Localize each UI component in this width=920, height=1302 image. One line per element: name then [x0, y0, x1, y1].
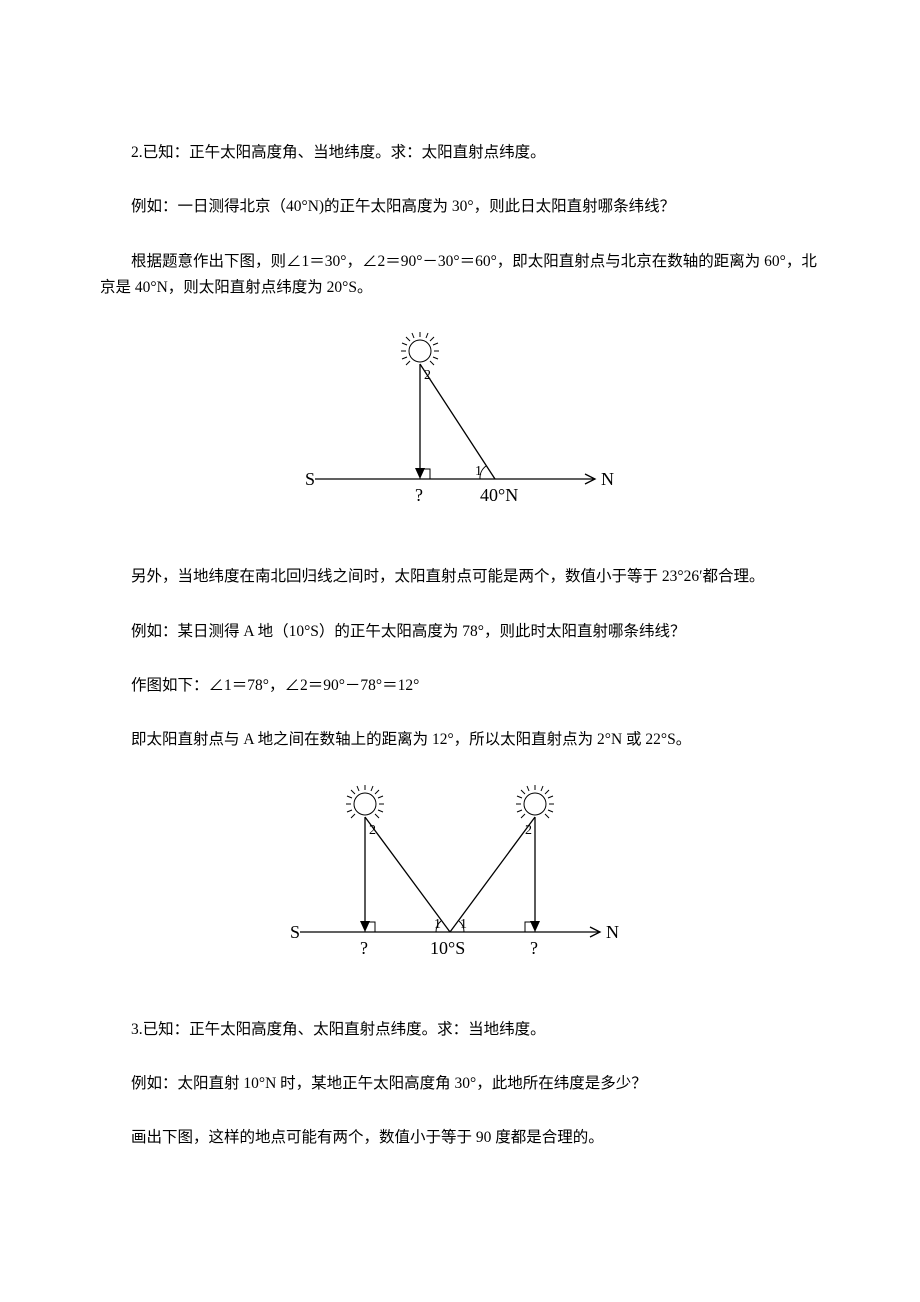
para-example-1: 例如：一日测得北京（40°N)的正午太阳高度为 30°，则此日太阳直射哪条纬线？ [100, 194, 820, 220]
fig2-label-N: N [606, 922, 619, 942]
figure-1-svg: S N [305, 329, 615, 519]
figure-2-svg: S N [290, 782, 630, 972]
fig2-qL: ? [360, 938, 368, 958]
fig2-label-S: S [290, 922, 300, 942]
para-note-3: 画出下图，这样的地点可能有两个，数值小于等于 90 度都是合理的。 [100, 1125, 820, 1151]
figure-1: S N [100, 329, 820, 524]
para-calc-2: 作图如下：∠1＝78°，∠2＝90°－78°＝12° [100, 673, 820, 699]
fig2-angle2R: 2 [525, 823, 532, 838]
para-example-3: 例如：太阳直射 10°N 时，某地正午太阳高度角 30°，此地所在纬度是多少？ [100, 1071, 820, 1097]
fig1-q: ? [415, 485, 423, 505]
fig2-loc: 10°S [430, 938, 465, 958]
fig1-label-S: S [305, 469, 315, 489]
fig1-label-N: N [601, 469, 614, 489]
fig2-angle1R: 1 [460, 917, 467, 932]
fig1-angle2: 2 [424, 368, 431, 383]
para-3-heading: 3.已知：正午太阳高度角、太阳直射点纬度。求：当地纬度。 [100, 1017, 820, 1043]
para-conclusion-2: 即太阳直射点与 A 地之间在数轴上的距离为 12°，所以太阳直射点为 2°N 或… [100, 727, 820, 753]
fig2-qR: ? [530, 938, 538, 958]
para-note-tropics: 另外，当地纬度在南北回归线之间时，太阳直射点可能是两个，数值小于等于 23°26… [100, 564, 820, 590]
fig1-angle1: 1 [475, 464, 482, 479]
fig1-loc: 40°N [480, 485, 518, 505]
figure-2: S N [100, 782, 820, 977]
para-2-heading: 2.已知：正午太阳高度角、当地纬度。求：太阳直射点纬度。 [100, 140, 820, 166]
fig2-angle2L: 2 [369, 823, 376, 838]
fig2-angle1L: 1 [434, 917, 441, 932]
document-page: 2.已知：正午太阳高度角、当地纬度。求：太阳直射点纬度。 例如：一日测得北京（4… [0, 0, 920, 1302]
para-solution-1: 根据题意作出下图，则∠1＝30°，∠2＝90°－30°＝60°，即太阳直射点与北… [100, 249, 820, 302]
para-example-2: 例如：某日测得 A 地（10°S）的正午太阳高度为 78°，则此时太阳直射哪条纬… [100, 619, 820, 645]
